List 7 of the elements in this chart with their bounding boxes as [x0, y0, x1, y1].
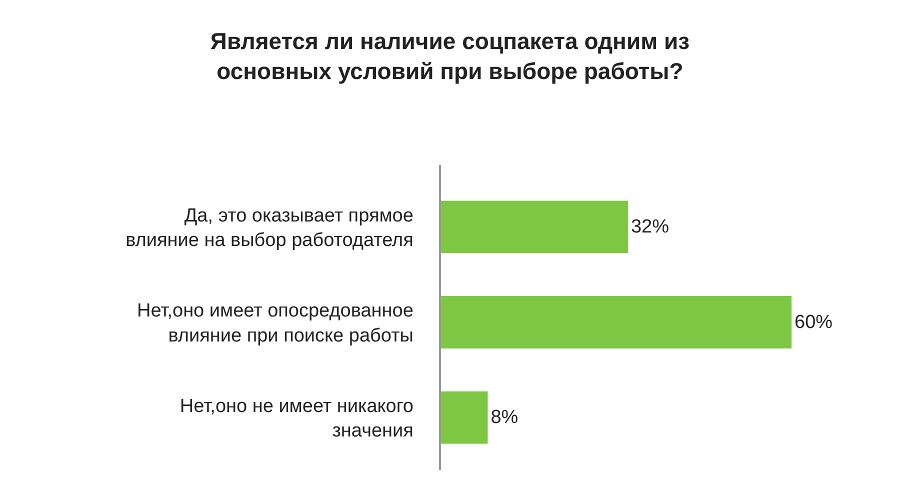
data-label: 60%	[794, 312, 833, 333]
chart-title: Является ли наличие соцпакета одним из основных условий при выборе работы?	[210, 28, 690, 84]
data-label: 32%	[630, 216, 670, 238]
y-tick-label: Нет,оно имеет опосредованное влияние при поиске работы	[136, 300, 414, 346]
data-label: 8%	[490, 407, 518, 428]
y-tick-label: Да, это оказывает прямое влияние на выбор работодателя	[126, 205, 414, 251]
y-tick-label: Нет,оно не имеет никакого значения	[180, 396, 414, 442]
